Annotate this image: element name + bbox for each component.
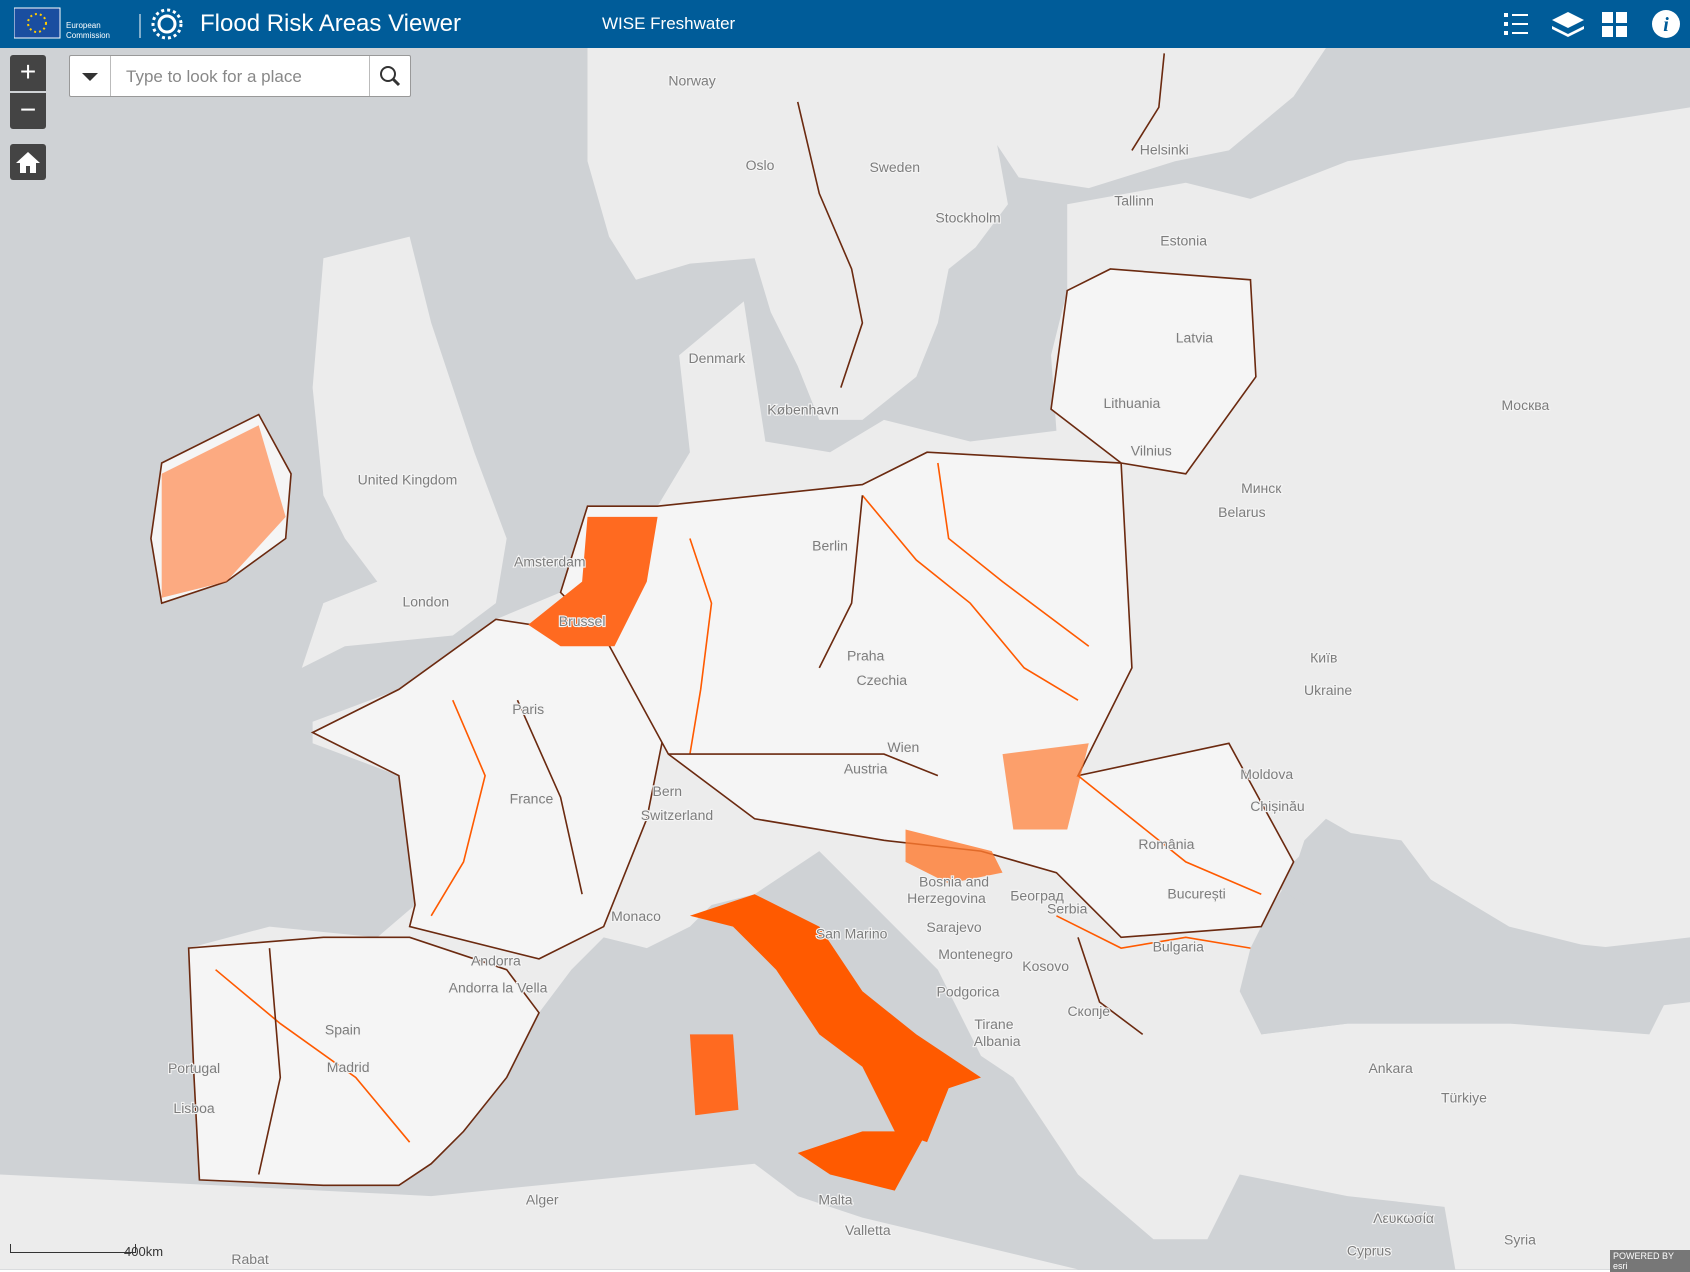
zoom-in[interactable]: + [10, 55, 46, 91]
place-label: Cyprus [1347, 1242, 1391, 1258]
place-label: Latvia [1176, 329, 1214, 345]
logo-line: Commission [66, 31, 110, 40]
place-label: London [402, 593, 449, 609]
place-label: Austria [844, 760, 888, 776]
place-label: Chișinău [1250, 798, 1304, 814]
list-icon[interactable] [1504, 13, 1528, 35]
place-label: Vilnius [1131, 442, 1172, 458]
app-title: Flood Risk Areas Viewer [200, 10, 461, 37]
place-label: Andorra [471, 952, 521, 968]
place-label: Москва [1501, 397, 1549, 413]
place-label: Moldova [1240, 766, 1293, 782]
logo-line: European [66, 21, 101, 30]
place-label: Belarus [1218, 504, 1265, 520]
place-label: Ukraine [1304, 682, 1352, 698]
svg-text:i: i [1663, 14, 1669, 36]
place-label: Bulgaria [1153, 938, 1205, 954]
place-label: San Marino [816, 925, 888, 941]
scale-bar [10, 1244, 136, 1253]
place-label: Syria [1504, 1232, 1536, 1248]
info-icon[interactable]: i [1652, 10, 1680, 38]
place-label: Albania [974, 1033, 1021, 1049]
place-label: Malta [818, 1192, 852, 1208]
place-label: Türkiye [1441, 1089, 1487, 1105]
header: European Commission Flood Risk Areas Vie… [0, 0, 1690, 48]
eu-logo: European Commission [14, 7, 141, 40]
place-label: Alger [526, 1192, 559, 1208]
place-label: Estonia [1160, 232, 1207, 248]
place-label: Київ [1310, 649, 1337, 665]
place-label: Λευκωσία [1373, 1210, 1434, 1226]
place-label: Скопје [1067, 1003, 1110, 1019]
place-label: København [767, 402, 839, 418]
place-label: Lisboa [173, 1100, 214, 1116]
place-label: Brussel [559, 613, 606, 629]
place-label: Podgorica [937, 984, 1000, 1000]
place-label: Helsinki [1140, 142, 1189, 158]
place-label: Paris [512, 701, 544, 717]
place-label: Oslo [746, 157, 775, 173]
place-label: Sweden [869, 159, 920, 175]
place-label: Spain [325, 1021, 361, 1037]
search-button[interactable] [369, 56, 410, 96]
caret [82, 73, 98, 81]
sun-icon [151, 8, 183, 40]
place-label: Montenegro [938, 946, 1013, 962]
place-label: România [1138, 836, 1194, 852]
home-button[interactable] [10, 144, 46, 180]
place-label: United Kingdom [358, 472, 458, 488]
attribution: POWERED BY esri [1610, 1250, 1690, 1272]
scale-label: 400km [124, 1244, 164, 1259]
grid-icon[interactable] [1602, 12, 1627, 37]
place-label: Norway [668, 73, 715, 89]
app-subtitle: WISE Freshwater [602, 14, 736, 33]
place-label: Switzerland [641, 807, 713, 823]
place-label: Bosnia and [919, 874, 989, 890]
place-label: București [1167, 886, 1225, 902]
place-label: Kosovo [1022, 958, 1069, 974]
place-label: Stockholm [935, 210, 1000, 226]
place-label: Београд [1010, 888, 1064, 904]
place-label: Tirane [974, 1016, 1013, 1032]
place-label: Rabat [231, 1251, 268, 1267]
place-label: Madrid [327, 1059, 370, 1075]
place-label: Lithuania [1103, 395, 1160, 411]
search-icon [380, 66, 401, 87]
search-placeholder[interactable]: Type to look for a place [126, 67, 302, 86]
search-dropdown[interactable] [70, 56, 111, 96]
place-label: Bern [652, 783, 682, 799]
place-label: Valletta [845, 1222, 891, 1238]
place-label: Serbia [1047, 901, 1088, 917]
place-label: France [510, 791, 554, 807]
place-label: Berlin [812, 537, 848, 553]
place-label: Portugal [168, 1060, 220, 1076]
place-label: Sarajevo [926, 919, 981, 935]
place-label: Amsterdam [514, 554, 586, 570]
place-label: Минск [1241, 480, 1282, 496]
map[interactable]: Norway Oslo Sweden Stockholm Helsinki Tallinn… [0, 48, 1690, 1270]
place-label: Herzegovina [907, 890, 986, 906]
place-label: Tallinn [1114, 192, 1154, 208]
place-label: Ankara [1368, 1060, 1413, 1076]
toolbar[interactable]: i [1490, 0, 1690, 48]
place-label: Monaco [611, 908, 661, 924]
place-label: Praha [847, 647, 885, 663]
search-box[interactable]: Type to look for a place [69, 55, 411, 97]
place-label: Andorra la Vella [449, 979, 548, 995]
place-label: Czechia [857, 672, 908, 688]
layers-icon[interactable] [1552, 12, 1584, 37]
place-label: Denmark [688, 350, 746, 366]
zoom-out[interactable]: − [10, 93, 46, 129]
home-icon [16, 152, 40, 173]
place-label: Wien [887, 739, 919, 755]
